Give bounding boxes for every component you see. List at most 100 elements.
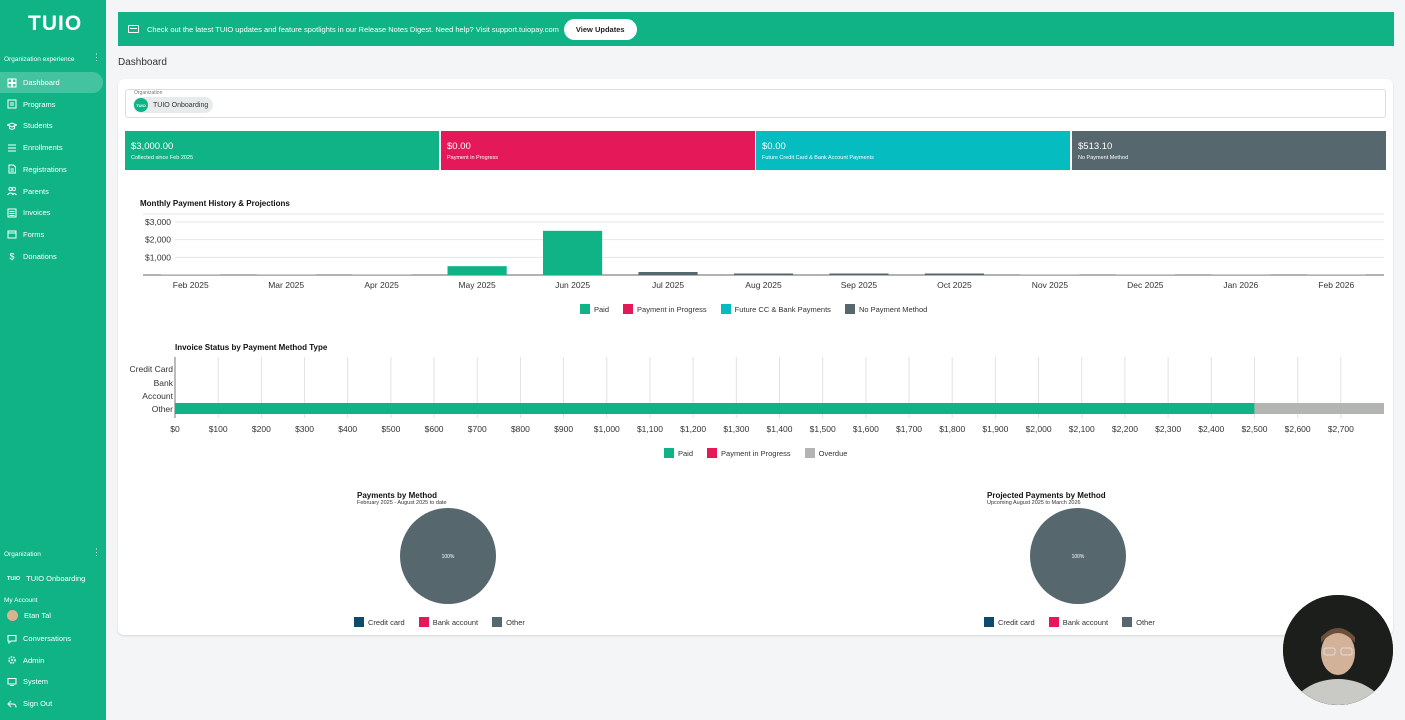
legend-item[interactable]: Paid — [580, 304, 609, 314]
legend-item[interactable]: Payment in Progress — [707, 448, 791, 458]
presenter-image — [1283, 595, 1393, 705]
stat-label: No Payment Method — [1078, 155, 1129, 161]
legend-label: No Payment Method — [858, 304, 928, 314]
legend-label: Bank account — [1062, 617, 1109, 627]
legend-label: Paid — [678, 448, 694, 458]
legend-label: Payment in Progress — [637, 304, 707, 314]
dashboard-icon — [7, 78, 17, 88]
sidebar-item-donations[interactable]: $ Donations — [0, 246, 103, 267]
stat-card: $513.10 No Payment Method — [1072, 131, 1386, 170]
org-experience-label: Organization experience — [4, 56, 75, 63]
chat-icon — [7, 634, 17, 644]
projected-payments-title: Projected Payments by Method — [987, 491, 1106, 500]
students-icon — [7, 121, 17, 131]
sidebar-item-enrollments[interactable]: Enrollments — [0, 137, 103, 158]
legend-item[interactable]: No Payment Method — [844, 304, 928, 314]
legend-swatch — [580, 304, 590, 314]
sidebar-item-system[interactable]: System — [0, 671, 103, 692]
sidebar-item-programs[interactable]: Programs — [0, 94, 103, 115]
legend-item[interactable]: Credit card — [354, 617, 405, 627]
sidebar-item-admin[interactable]: Admin — [0, 650, 103, 671]
sidebar-item-conversations[interactable]: Conversations — [0, 628, 103, 649]
legend-item[interactable]: Payment in Progress — [623, 304, 707, 314]
stat-card: $0.00 Future Credit Card & Bank Account P… — [756, 131, 1070, 170]
registrations-icon — [7, 164, 17, 174]
legend-item[interactable]: Other — [492, 617, 525, 627]
projected-payments-subtitle: Upcoming August 2025 to March 2026 — [987, 500, 1081, 506]
sidebar-item-dashboard[interactable]: Dashboard — [0, 72, 103, 93]
legend-swatch — [1122, 617, 1133, 627]
legend-item[interactable]: Paid — [664, 448, 693, 458]
legend-label: Other — [506, 617, 525, 627]
legend-label: Overdue — [818, 448, 848, 458]
sidebar-item-label: Donations — [23, 251, 57, 261]
sidebar-item-parents[interactable]: Parents — [0, 181, 103, 202]
sidebar-item-label: Enrollments — [23, 143, 63, 153]
legend-label: Credit card — [998, 617, 1035, 627]
tuio-logo: TUIO — [28, 12, 83, 35]
monthly-chart-legend: Paid Payment in Progress Future CC & Bank … — [580, 304, 941, 314]
legend-swatch — [354, 617, 364, 627]
legend-swatch — [418, 617, 429, 627]
webcam-overlay — [1283, 595, 1393, 705]
legend-swatch — [492, 617, 503, 627]
legend-item[interactable]: Overdue — [804, 448, 848, 458]
legend-swatch — [623, 304, 634, 314]
legend-label: Payment in Progress — [721, 448, 791, 458]
invoice-chart-title: Invoice Status by Payment Method Type — [175, 343, 328, 352]
monthly-chart-title: Monthly Payment History & Projections — [140, 199, 290, 208]
sidebar-user-name: Etan Tal — [24, 611, 51, 620]
organization-chip[interactable]: TUIO TUIO Onboarding — [133, 97, 214, 113]
legend-item[interactable]: Credit card — [984, 617, 1035, 627]
sidebar-item-label: Students — [23, 121, 53, 131]
sidebar-item-label: Parents — [23, 186, 49, 196]
payments-by-method-title: Payments by Method — [357, 491, 438, 500]
legend-item[interactable]: Future CC & Bank Payments — [720, 304, 831, 314]
legend-swatch — [984, 617, 994, 627]
organization-select-label: Organization — [134, 90, 163, 96]
dollar-icon: $ — [7, 251, 17, 262]
sidebar-item-label: Registrations — [23, 164, 67, 174]
sidebar-user[interactable]: Etan Tal — [0, 605, 103, 626]
organization-select[interactable]: Organization TUIO TUIO Onboarding — [125, 89, 1386, 118]
view-updates-button[interactable]: View Updates — [563, 18, 637, 40]
sidebar-org-switcher[interactable]: TUIO TUIO Onboarding — [0, 568, 103, 589]
legend-item[interactable]: Bank account — [1048, 617, 1109, 627]
sidebar-item-registrations[interactable]: Registrations — [0, 159, 103, 180]
org-badge-icon: TUIO — [7, 575, 21, 582]
legend-swatch — [1048, 617, 1059, 627]
sidebar-item-invoices[interactable]: Invoices — [0, 202, 103, 223]
stat-value: $513.10 — [1078, 141, 1113, 152]
gear-icon — [7, 655, 17, 665]
sidebar-item-label: Invoices — [23, 208, 51, 218]
sidebar-item-label: Forms — [23, 229, 45, 239]
programs-icon — [7, 99, 17, 109]
legend-label: Paid — [594, 304, 610, 314]
page-title: Dashboard — [118, 57, 167, 68]
sidebar: TUIO Organization experience ⋮ Dashboard… — [0, 0, 106, 720]
legend-swatch — [804, 448, 815, 458]
organization-label: Organization — [4, 551, 41, 558]
stat-label: Payment in Progress — [447, 155, 499, 161]
legend-item[interactable]: Other — [1122, 617, 1155, 627]
enrollments-icon — [7, 143, 17, 153]
stat-value: $0.00 — [447, 141, 471, 152]
legend-swatch — [707, 448, 718, 458]
organization-chip-label: TUIO Onboarding — [153, 101, 209, 109]
sidebar-item-sign-out[interactable]: Sign Out — [0, 693, 103, 714]
sidebar-item-label: Conversations — [23, 634, 71, 643]
sidebar-item-students[interactable]: Students — [0, 115, 103, 136]
avatar — [7, 610, 18, 621]
stat-card: $3,000.00 Collected since Feb 2025 — [125, 131, 439, 170]
legend-swatch — [664, 448, 674, 458]
payments-by-method-subtitle: February 2025 - August 2025 to date — [357, 500, 447, 506]
sidebar-item-label: Dashboard — [23, 78, 60, 87]
org-experience-menu-icon[interactable]: ⋮ — [92, 52, 101, 62]
sidebar-item-forms[interactable]: Forms — [0, 224, 103, 245]
monitor-icon — [7, 677, 17, 687]
parents-icon — [7, 186, 17, 196]
sidebar-item-label: Sign Out — [23, 699, 53, 709]
legend-item[interactable]: Bank account — [418, 617, 478, 627]
organization-menu-icon[interactable]: ⋮ — [92, 547, 101, 557]
sidebar-item-label: System — [23, 677, 49, 687]
